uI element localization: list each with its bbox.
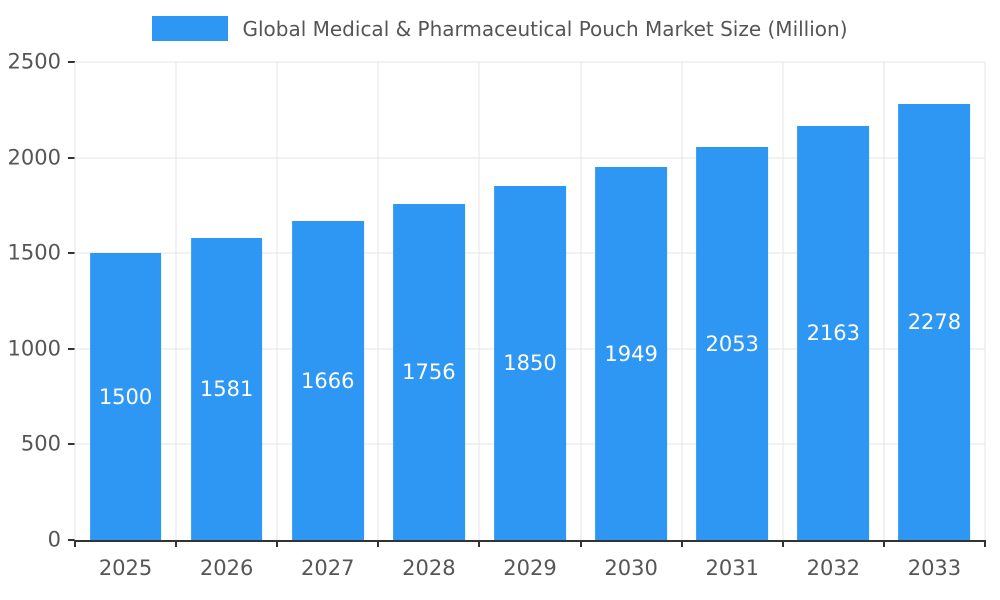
bar-slot: 2163 bbox=[783, 62, 884, 540]
y-tick-label: 1000 bbox=[7, 336, 61, 361]
bar-slot: 1500 bbox=[75, 62, 176, 540]
x-tick bbox=[74, 540, 76, 547]
v-gridline bbox=[74, 62, 76, 540]
bar-value-label: 2163 bbox=[806, 321, 861, 346]
v-gridline bbox=[883, 62, 885, 540]
x-tick bbox=[377, 540, 380, 547]
v-gridline bbox=[276, 62, 278, 540]
legend-swatch bbox=[152, 16, 229, 41]
bar: 1500 bbox=[89, 253, 162, 540]
x-tick-label: 2026 bbox=[199, 556, 254, 580]
bar-value-label: 1756 bbox=[402, 360, 456, 385]
x-tick-label: 2025 bbox=[98, 556, 153, 580]
bar: 1581 bbox=[190, 237, 263, 540]
v-gridline bbox=[377, 62, 379, 540]
bar-slot: 2053 bbox=[682, 62, 783, 540]
bar-value-label: 1581 bbox=[199, 376, 254, 401]
bar: 2278 bbox=[898, 104, 971, 540]
y-tick-label: 1500 bbox=[7, 240, 61, 265]
y-tick-label: 0 bbox=[47, 527, 61, 552]
x-tick bbox=[984, 540, 986, 547]
y-tick bbox=[68, 347, 75, 350]
bar-value-label: 1850 bbox=[503, 351, 557, 376]
x-tick bbox=[579, 540, 582, 547]
x-tick bbox=[680, 540, 683, 547]
y-tick-label: 500 bbox=[20, 431, 61, 456]
x-tick-label: 2030 bbox=[604, 556, 658, 580]
x-tick bbox=[478, 540, 481, 547]
x-tick bbox=[781, 540, 784, 547]
chart-legend[interactable]: Global Medical & Pharmaceutical Pouch Ma… bbox=[0, 16, 1000, 41]
bar: 1949 bbox=[595, 167, 667, 540]
bar: 2053 bbox=[696, 147, 769, 540]
x-tick-label: 2031 bbox=[705, 556, 759, 580]
bar-value-label: 1666 bbox=[301, 368, 355, 393]
bars-layer: 1500 1581 1666 1756 1850 1949 2053 2163 2278 bbox=[75, 62, 985, 540]
bar: 1850 bbox=[494, 186, 566, 540]
h-gridline bbox=[75, 157, 985, 159]
bar-slot: 1756 bbox=[378, 62, 479, 540]
bar: 2163 bbox=[797, 126, 870, 540]
x-tick bbox=[276, 540, 279, 547]
x-tick-label: 2032 bbox=[806, 556, 861, 580]
y-tick bbox=[68, 61, 75, 63]
bar: 1756 bbox=[392, 204, 465, 540]
bar-slot: 1949 bbox=[581, 62, 682, 540]
x-tick bbox=[882, 540, 885, 547]
x-tick-label: 2028 bbox=[402, 556, 456, 580]
chart-title: Global Medical & Pharmaceutical Pouch Ma… bbox=[242, 16, 848, 41]
bar-slot: 1850 bbox=[479, 62, 580, 540]
bar-slot: 1581 bbox=[176, 62, 277, 540]
y-tick bbox=[68, 252, 75, 255]
bar-value-label: 2278 bbox=[907, 310, 962, 335]
bar-value-label: 1949 bbox=[604, 341, 658, 366]
x-tick-label: 2027 bbox=[301, 556, 355, 580]
y-tick bbox=[68, 156, 75, 159]
y-tick-label: 2000 bbox=[7, 145, 61, 170]
v-gridline bbox=[175, 62, 177, 540]
v-gridline bbox=[478, 62, 480, 540]
x-tick bbox=[175, 540, 178, 547]
bar: 1666 bbox=[291, 221, 364, 540]
bar-value-label: 2053 bbox=[705, 331, 759, 356]
plot-area: 0 500 1000 1500 2000 2500 1500 1581 1666 1756 1850… bbox=[8, 51, 986, 580]
h-gridline bbox=[75, 61, 985, 63]
x-tick-label: 2033 bbox=[907, 556, 962, 580]
v-gridline bbox=[782, 62, 784, 540]
y-tick-label: 2500 bbox=[7, 49, 61, 74]
v-gridline bbox=[580, 62, 582, 540]
y-tick bbox=[68, 539, 75, 541]
v-gridline bbox=[681, 62, 683, 540]
bar-slot: 2278 bbox=[884, 62, 985, 540]
bar-slot: 1666 bbox=[277, 62, 378, 540]
v-gridline bbox=[984, 62, 986, 540]
bar-value-label: 1500 bbox=[98, 384, 153, 409]
x-tick-label: 2029 bbox=[503, 556, 557, 580]
y-tick bbox=[68, 443, 75, 446]
